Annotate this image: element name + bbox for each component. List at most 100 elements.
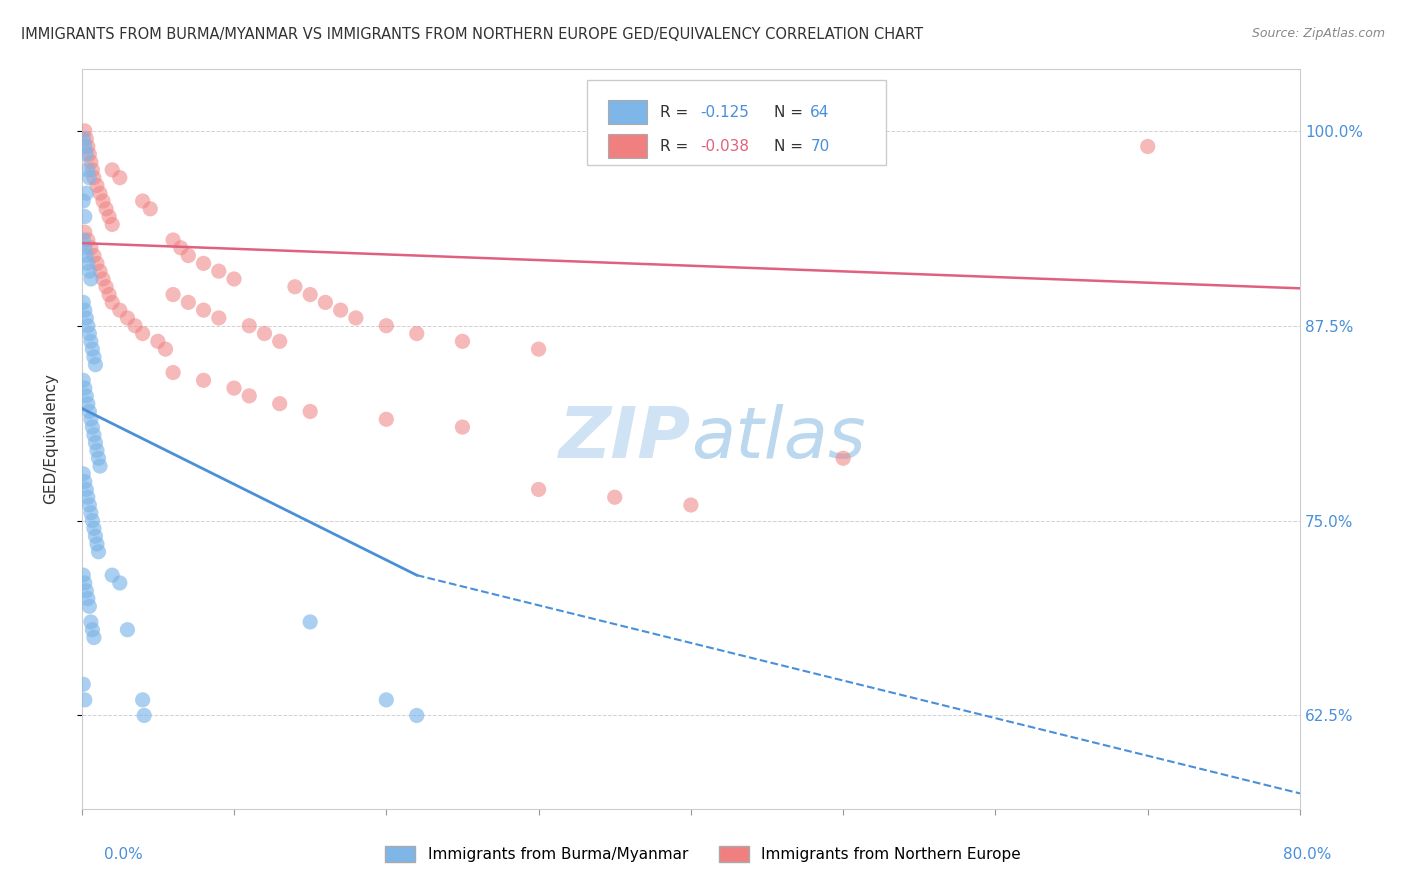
Point: [117, 623, 139, 637]
Point: [87, 545, 110, 559]
FancyBboxPatch shape: [607, 135, 647, 158]
Point: [131, 693, 153, 707]
Point: [73, 124, 96, 138]
Text: -0.125: -0.125: [700, 104, 749, 120]
Point: [108, 170, 131, 185]
Point: [76, 591, 98, 606]
Point: [94, 202, 117, 216]
Point: [222, 381, 245, 395]
Point: [269, 397, 291, 411]
Point: [73, 693, 96, 707]
Point: [84, 358, 107, 372]
Point: [72, 131, 94, 145]
Point: [75, 310, 97, 325]
Point: [299, 287, 322, 301]
Text: 80.0%: 80.0%: [1284, 847, 1331, 862]
Point: [72, 677, 94, 691]
Point: [375, 412, 398, 426]
Point: [75, 583, 97, 598]
Point: [208, 310, 231, 325]
Point: [117, 310, 139, 325]
Point: [108, 303, 131, 318]
Point: [238, 318, 260, 333]
Point: [344, 310, 367, 325]
Point: [527, 342, 550, 356]
Point: [208, 264, 231, 278]
Point: [73, 139, 96, 153]
Point: [162, 366, 184, 380]
Point: [222, 272, 245, 286]
Point: [86, 537, 108, 551]
Point: [83, 170, 105, 185]
Point: [89, 264, 111, 278]
Point: [82, 514, 104, 528]
Point: [76, 318, 98, 333]
Point: [79, 147, 101, 161]
Point: [79, 170, 101, 185]
Point: [75, 186, 97, 201]
Point: [134, 708, 156, 723]
FancyBboxPatch shape: [588, 79, 886, 165]
Point: [101, 218, 124, 232]
Point: [329, 303, 352, 318]
Point: [108, 576, 131, 591]
Point: [139, 202, 162, 216]
Text: 64: 64: [810, 104, 830, 120]
FancyBboxPatch shape: [607, 101, 647, 124]
Point: [73, 241, 96, 255]
Point: [101, 162, 124, 177]
Point: [80, 334, 103, 349]
Point: [162, 287, 184, 301]
Point: [375, 693, 398, 707]
Point: [80, 155, 103, 169]
Point: [101, 568, 124, 582]
Point: [86, 256, 108, 270]
Point: [284, 279, 307, 293]
Point: [72, 194, 94, 208]
Point: [91, 272, 114, 286]
Point: [89, 186, 111, 201]
Point: [79, 264, 101, 278]
Text: Source: ZipAtlas.com: Source: ZipAtlas.com: [1251, 27, 1385, 40]
Point: [83, 350, 105, 364]
Point: [146, 334, 169, 349]
Point: [83, 631, 105, 645]
Point: [80, 615, 103, 629]
Point: [73, 475, 96, 489]
Point: [86, 178, 108, 193]
Point: [451, 334, 474, 349]
Point: [83, 428, 105, 442]
Point: [75, 249, 97, 263]
Point: [79, 599, 101, 614]
Point: [76, 233, 98, 247]
Text: N =: N =: [773, 104, 807, 120]
Point: [177, 249, 200, 263]
Text: -0.038: -0.038: [700, 139, 749, 153]
Point: [170, 241, 193, 255]
Point: [91, 194, 114, 208]
Point: [84, 529, 107, 543]
Text: IMMIGRANTS FROM BURMA/MYANMAR VS IMMIGRANTS FROM NORTHERN EUROPE GED/EQUIVALENCY: IMMIGRANTS FROM BURMA/MYANMAR VS IMMIGRA…: [21, 27, 924, 42]
Point: [177, 295, 200, 310]
Point: [80, 241, 103, 255]
Point: [405, 708, 427, 723]
Text: 70: 70: [810, 139, 830, 153]
Point: [89, 458, 111, 473]
Point: [527, 483, 550, 497]
Point: [76, 139, 98, 153]
Point: [76, 256, 98, 270]
Point: [193, 256, 215, 270]
Point: [1136, 139, 1159, 153]
Point: [131, 194, 153, 208]
Point: [73, 303, 96, 318]
Point: [72, 233, 94, 247]
Point: [73, 381, 96, 395]
Point: [72, 568, 94, 582]
Point: [299, 615, 322, 629]
Point: [80, 412, 103, 426]
Point: [72, 467, 94, 481]
Point: [76, 162, 98, 177]
Point: [86, 443, 108, 458]
Point: [87, 451, 110, 466]
Point: [80, 272, 103, 286]
